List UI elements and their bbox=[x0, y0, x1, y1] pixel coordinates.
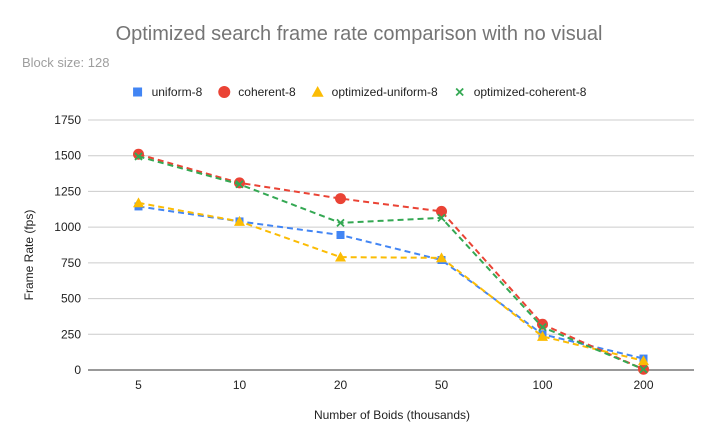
legend-label: uniform-8 bbox=[152, 85, 203, 99]
chart-title: Optimized search frame rate comparison w… bbox=[116, 23, 603, 45]
data-point bbox=[134, 152, 143, 161]
data-point bbox=[235, 180, 244, 189]
data-point bbox=[335, 193, 346, 205]
series-line bbox=[138, 201, 644, 362]
x-tick-label: 100 bbox=[532, 378, 552, 392]
x-tick-label: 10 bbox=[233, 378, 247, 392]
series-line bbox=[138, 155, 644, 371]
legend-label: coherent-8 bbox=[238, 85, 296, 99]
legend-item: optimized-coherent-8 bbox=[455, 85, 587, 99]
y-tick-label: 1750 bbox=[54, 113, 81, 127]
legend: uniform-8 coherent-8 optimized-uniform-8 op… bbox=[133, 85, 587, 99]
y-tick-label: 750 bbox=[61, 256, 81, 270]
chart-subtitle: Block size: 128 bbox=[22, 55, 109, 70]
data-point bbox=[133, 197, 144, 208]
data-point bbox=[537, 318, 548, 330]
y-axis-ticks: 0 250 500 750 1000 1250 1500 1750 bbox=[54, 113, 81, 377]
legend-marker bbox=[311, 86, 324, 97]
data-point bbox=[436, 252, 447, 263]
series-layer bbox=[133, 148, 649, 375]
y-tick-label: 0 bbox=[74, 363, 81, 377]
y-tick-label: 1000 bbox=[54, 220, 81, 234]
data-point bbox=[639, 365, 648, 374]
series-line bbox=[138, 153, 644, 371]
y-tick-label: 250 bbox=[61, 327, 81, 341]
x-tick-label: 20 bbox=[334, 378, 348, 392]
x-tick-label: 200 bbox=[633, 378, 653, 392]
data-point bbox=[437, 213, 446, 222]
series-optimized-coherent-8 bbox=[134, 152, 648, 374]
data-point bbox=[336, 218, 345, 227]
data-point bbox=[537, 330, 548, 341]
y-tick-label: 1250 bbox=[54, 184, 81, 198]
data-point bbox=[638, 355, 649, 366]
gridlines bbox=[88, 119, 694, 371]
legend-item: coherent-8 bbox=[218, 85, 296, 99]
legend-label: optimized-coherent-8 bbox=[474, 85, 587, 99]
series-line bbox=[138, 205, 644, 360]
data-point bbox=[234, 177, 245, 189]
data-point bbox=[234, 215, 245, 226]
legend-marker bbox=[133, 87, 143, 97]
data-point bbox=[336, 231, 345, 239]
y-axis-label: Frame Rate (fps) bbox=[22, 210, 36, 301]
legend-marker bbox=[455, 87, 464, 97]
y-tick-label: 500 bbox=[61, 292, 81, 306]
x-axis-label: Number of Boids (thousands) bbox=[314, 408, 470, 422]
legend-marker bbox=[218, 86, 231, 98]
legend-item: optimized-uniform-8 bbox=[311, 85, 438, 99]
x-tick-label: 5 bbox=[135, 378, 142, 392]
data-point bbox=[538, 323, 547, 332]
x-tick-label: 50 bbox=[435, 378, 449, 392]
y-tick-label: 1500 bbox=[54, 149, 81, 163]
series-optimized-uniform-8 bbox=[133, 197, 649, 366]
legend-item: uniform-8 bbox=[133, 85, 203, 99]
data-point bbox=[335, 251, 346, 262]
x-axis-ticks: 5 10 20 50 100 200 bbox=[135, 378, 654, 392]
legend-label: optimized-uniform-8 bbox=[332, 85, 438, 99]
